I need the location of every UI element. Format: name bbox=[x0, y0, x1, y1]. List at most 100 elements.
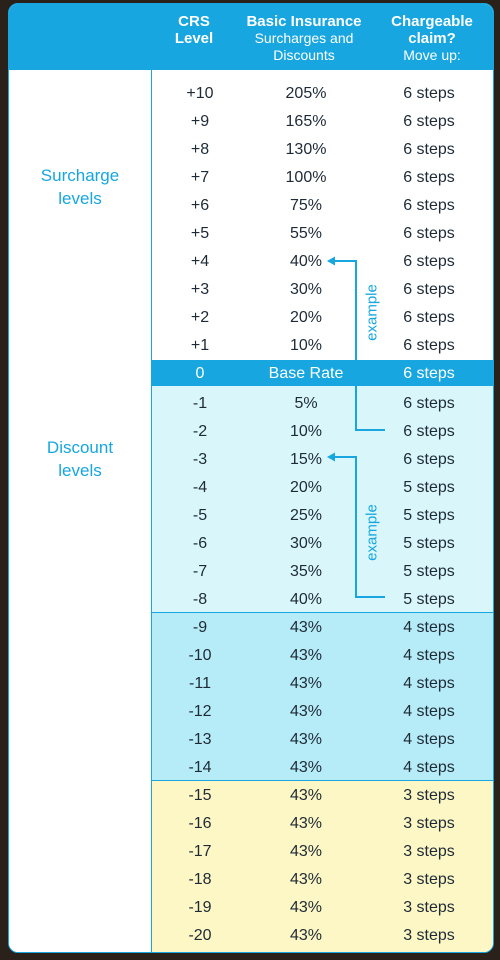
rate-cell: 35% bbox=[289, 563, 323, 580]
level-group-column: Surcharge levels Discount levels bbox=[9, 70, 151, 952]
header-move-up-label: Move up: bbox=[403, 47, 461, 63]
crs-level-cell: -15 bbox=[188, 787, 212, 804]
move-up-cell: 6 steps bbox=[403, 169, 455, 186]
surcharge-band bbox=[151, 70, 493, 360]
crs-level-cell: -18 bbox=[188, 871, 212, 888]
header-crs-level: CRS Level bbox=[151, 13, 237, 47]
move-up-cell: 3 steps bbox=[403, 927, 455, 944]
crs-level-cell: -13 bbox=[188, 731, 212, 748]
move-up-cell: 5 steps bbox=[403, 591, 455, 608]
table-row: -6 30% 5 steps bbox=[152, 530, 493, 558]
crs-level-cell: +7 bbox=[190, 169, 210, 186]
rate-cell: 43% bbox=[289, 759, 323, 776]
rate-cell: 43% bbox=[289, 675, 323, 692]
rate-cell: 40% bbox=[289, 591, 323, 608]
surcharge-levels-word: levels bbox=[58, 189, 102, 208]
move-up-cell: 6 steps bbox=[403, 85, 455, 102]
table-row: -16 43% 3 steps bbox=[152, 810, 493, 838]
move-up-cell: 5 steps bbox=[403, 507, 455, 524]
crs-level-cell: -2 bbox=[192, 423, 208, 440]
move-up-cell: 6 steps bbox=[403, 451, 455, 468]
move-up-cell: 4 steps bbox=[403, 619, 455, 636]
crs-level-cell: +1 bbox=[190, 337, 210, 354]
discount-levels-group: Discount levels bbox=[9, 386, 151, 952]
move-up-cell: 4 steps bbox=[403, 731, 455, 748]
move-up-cell: 6 steps bbox=[403, 337, 455, 354]
table-row: +9 165% 6 steps bbox=[152, 108, 493, 136]
rate-cell: 43% bbox=[289, 843, 323, 860]
move-up-cell: 4 steps bbox=[403, 675, 455, 692]
surcharge-levels-group: Surcharge levels bbox=[9, 70, 151, 360]
rate-cell: 43% bbox=[289, 899, 323, 916]
rate-cell: 75% bbox=[289, 197, 323, 214]
move-up-cell: 3 steps bbox=[403, 899, 455, 916]
crs-level-cell: -16 bbox=[188, 815, 212, 832]
crs-level-cell: 0 bbox=[195, 365, 205, 382]
crs-level-cell: -12 bbox=[188, 703, 212, 720]
crs-level-cell: +2 bbox=[190, 309, 210, 326]
header-chargeable-claim: Chargeable claim? Move up: bbox=[371, 13, 493, 64]
header-crs-label: CRS bbox=[178, 13, 210, 30]
crs-level-cell: -20 bbox=[188, 927, 212, 944]
header-basic-insurance: Basic Insurance Surcharges and Discounts bbox=[237, 13, 371, 64]
crs-level-cell: -5 bbox=[192, 507, 208, 524]
move-up-cell: 6 steps bbox=[403, 365, 455, 382]
move-up-cell: 5 steps bbox=[403, 563, 455, 580]
rate-cell: 40% bbox=[289, 253, 323, 270]
four-step-band bbox=[151, 612, 493, 781]
crs-level-cell: -19 bbox=[188, 899, 212, 916]
example-label-lower: example bbox=[363, 504, 381, 561]
rate-cell: 30% bbox=[289, 535, 323, 552]
rate-cell: 20% bbox=[289, 309, 323, 326]
surcharge-levels-label: Surcharge levels bbox=[9, 164, 151, 210]
move-up-cell: 5 steps bbox=[403, 535, 455, 552]
table-row: -11 43% 4 steps bbox=[152, 670, 493, 698]
crs-rows: +10 205% 6 steps +9 165% 6 steps +8 130% 6 steps… bbox=[151, 70, 493, 952]
rate-cell: Base Rate bbox=[268, 365, 344, 382]
move-up-cell: 6 steps bbox=[403, 423, 455, 440]
crs-level-cell: +5 bbox=[190, 225, 210, 242]
rate-cell: 165% bbox=[285, 113, 327, 130]
crs-level-cell: -14 bbox=[188, 759, 212, 776]
crs-level-cell: -4 bbox=[192, 479, 208, 496]
table-row: -19 43% 3 steps bbox=[152, 894, 493, 922]
header-surcharges-label: Surcharges and bbox=[254, 30, 354, 46]
crs-level-cell: -9 bbox=[192, 619, 208, 636]
discount-word: Discount bbox=[46, 438, 114, 457]
table-row: -8 40% 5 steps bbox=[152, 586, 493, 614]
move-up-cell: 6 steps bbox=[403, 141, 455, 158]
discount-levels-word: levels bbox=[58, 461, 102, 480]
move-up-cell: 6 steps bbox=[403, 281, 455, 298]
table-row: -1 5% 6 steps bbox=[152, 390, 493, 418]
move-up-cell: 6 steps bbox=[403, 113, 455, 130]
table-row: -2 10% 6 steps bbox=[152, 418, 493, 446]
crs-level-cell: -1 bbox=[192, 395, 208, 412]
rate-cell: 25% bbox=[289, 507, 323, 524]
move-up-cell: 3 steps bbox=[403, 871, 455, 888]
table-row: +2 20% 6 steps bbox=[152, 304, 493, 332]
crs-level-cell: +8 bbox=[190, 141, 210, 158]
rate-cell: 43% bbox=[289, 647, 323, 664]
move-up-cell: 6 steps bbox=[403, 309, 455, 326]
table-row: -12 43% 4 steps bbox=[152, 698, 493, 726]
rate-cell: 43% bbox=[289, 927, 323, 944]
crs-level-cell: +4 bbox=[190, 253, 210, 270]
header-chargeable-label: Chargeable bbox=[391, 13, 473, 30]
crs-level-cell: -17 bbox=[188, 843, 212, 860]
table-row: +8 130% 6 steps bbox=[152, 136, 493, 164]
move-up-cell: 6 steps bbox=[403, 225, 455, 242]
table-row: -9 43% 4 steps bbox=[152, 614, 493, 642]
table-row: +1 10% 6 steps bbox=[152, 332, 493, 360]
table-row: -4 20% 5 steps bbox=[152, 474, 493, 502]
crs-level-cell: +9 bbox=[190, 113, 210, 130]
rate-cell: 20% bbox=[289, 479, 323, 496]
rate-cell: 30% bbox=[289, 281, 323, 298]
surcharge-word: Surcharge bbox=[40, 166, 120, 185]
move-up-cell: 4 steps bbox=[403, 703, 455, 720]
rate-cell: 205% bbox=[285, 85, 327, 102]
crs-level-cell: -8 bbox=[192, 591, 208, 608]
table-row: -13 43% 4 steps bbox=[152, 726, 493, 754]
example-label-upper: example bbox=[363, 284, 381, 341]
table-row: -20 43% 3 steps bbox=[152, 922, 493, 950]
table-row: -10 43% 4 steps bbox=[152, 642, 493, 670]
